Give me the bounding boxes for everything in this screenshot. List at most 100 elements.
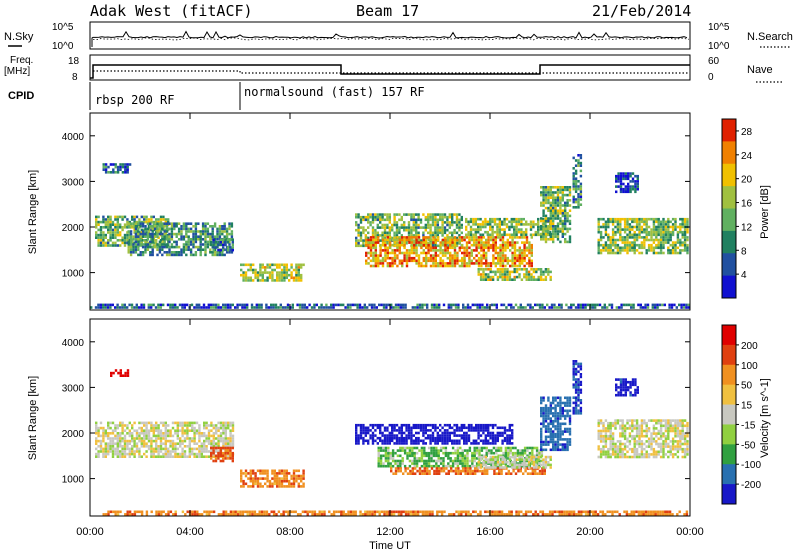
data-cell [442,451,445,455]
data-cell [116,220,119,224]
data-cell [564,222,567,225]
data-cell [418,457,421,460]
data-cell [355,436,358,440]
data-cell [128,303,131,307]
data-cell [494,439,497,443]
data-cell [242,263,245,267]
data-cell [453,442,456,445]
data-cell [523,273,526,276]
data-cell [667,251,670,255]
data-cell [227,421,230,425]
data-cell [180,232,183,236]
data-cell [475,426,478,430]
data-cell [449,236,452,239]
data-cell [147,434,151,438]
data-cell [119,233,122,237]
data-cell [229,429,232,432]
data-cell [586,303,590,307]
data-cell [501,259,505,263]
data-cell [388,423,391,427]
data-cell [608,303,611,307]
data-cell [283,268,286,272]
data-cell [674,228,677,231]
data-cell [302,469,305,473]
data-cell [256,485,260,488]
data-cell [417,254,421,257]
data-cell [102,168,105,171]
data-cell [634,180,637,183]
data-cell [434,226,437,229]
data-cell [504,249,507,252]
data-cell [492,259,495,263]
data-cell [169,434,172,438]
data-cell [274,306,278,309]
data-cell [384,249,387,252]
data-cell [119,239,122,242]
data-cell [399,446,402,450]
data-cell [466,469,470,473]
data-cell [163,243,166,246]
data-cell [395,241,399,245]
data-cell [410,228,413,232]
data-cell [484,426,487,430]
data-cell [465,225,468,229]
data-cell [620,306,623,309]
data-cell [222,439,225,443]
data-cell [285,268,288,272]
data-cell [231,445,235,448]
data-cell [97,434,100,438]
data-cell [477,236,481,239]
data-cell [669,230,672,234]
data-cell [441,264,445,268]
data-cell [433,472,436,475]
data-cell [513,243,517,247]
data-cell [436,231,439,235]
data-cell [439,243,442,247]
data-cell [224,449,227,452]
data-cell [280,276,284,280]
data-cell [664,230,668,234]
data-cell [412,234,415,237]
data-cell [477,429,480,432]
data-cell [446,431,449,435]
data-cell [207,432,211,435]
data-cell [482,439,485,443]
data-cell [492,446,496,450]
data-cell [534,230,537,234]
data-cell [554,217,557,220]
data-cell [474,233,477,237]
data-cell [530,278,533,281]
data-cell [674,241,677,244]
data-cell [362,426,365,430]
data-cell [654,306,657,309]
data-cell [382,454,385,458]
data-cell [429,436,432,440]
data-cell [398,431,401,435]
data-cell [498,217,501,221]
data-cell [95,215,98,219]
data-cell [614,251,617,255]
data-cell [271,273,274,277]
data-cell [214,457,218,460]
data-cell [408,446,412,450]
data-cell [542,201,545,205]
data-cell [151,245,154,249]
data-cell [391,228,394,232]
data-cell [494,423,497,427]
data-cell [427,436,430,440]
data-cell [252,482,255,486]
data-cell [444,262,447,265]
data-cell [673,303,676,307]
data-cell [683,223,687,226]
data-cell [451,221,454,224]
data-cell [501,442,504,445]
data-cell [374,434,377,437]
data-cell [616,230,620,234]
data-cell [213,225,217,228]
data-cell [109,171,113,174]
data-cell [104,452,107,456]
data-cell [357,226,360,229]
data-cell [475,262,478,265]
data-cell [451,462,455,465]
data-cell [162,303,165,307]
